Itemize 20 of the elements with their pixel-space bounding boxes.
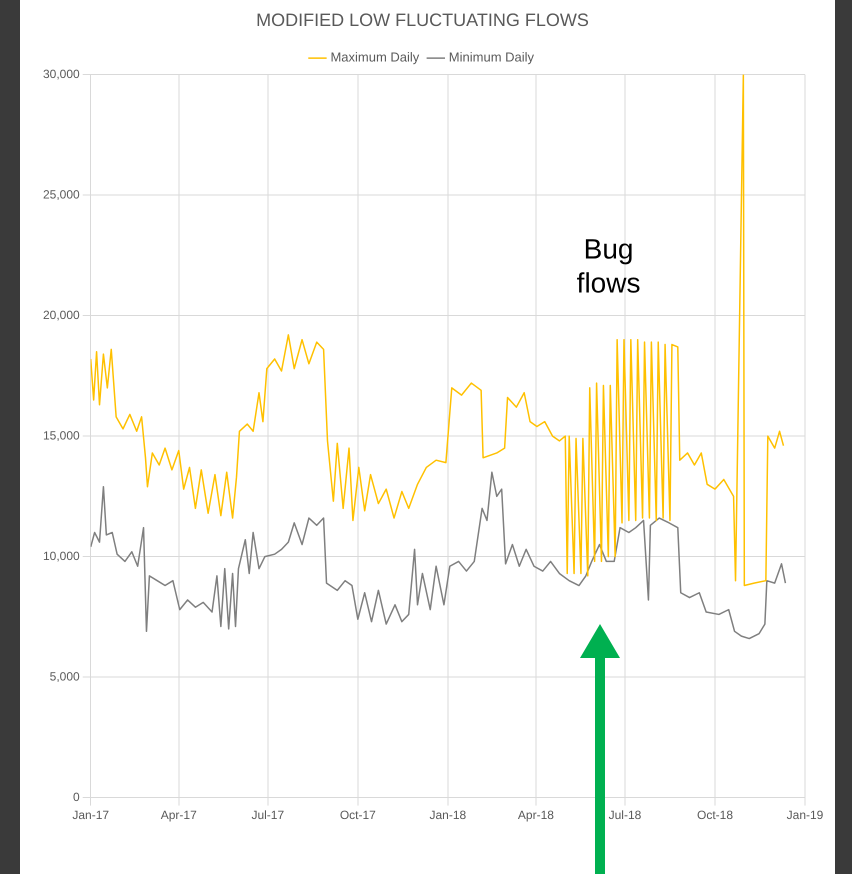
y-tick-label: 15,000 bbox=[43, 428, 80, 442]
chart-title: MODIFIED LOW FLUCTUATING FLOWS bbox=[256, 10, 589, 30]
x-tick-label: Apr-18 bbox=[518, 808, 554, 822]
y-tick-label: 5,000 bbox=[50, 669, 80, 684]
x-tick-label: Jan-18 bbox=[430, 808, 467, 822]
x-tick-label: Oct-18 bbox=[696, 808, 734, 822]
x-tick-label: Jul-17 bbox=[251, 808, 284, 822]
y-tick-label: 20,000 bbox=[43, 308, 80, 322]
y-tick-label: 0 bbox=[73, 790, 80, 804]
x-tick-label: Jan-17 bbox=[72, 808, 110, 822]
legend-label: Maximum Daily bbox=[330, 50, 420, 65]
y-tick-label: 30,000 bbox=[43, 66, 80, 81]
x-tick-label: Apr-17 bbox=[160, 808, 198, 822]
legend-label: Minimum Daily bbox=[448, 50, 535, 65]
annotation: Bug flows bbox=[576, 233, 640, 298]
y-tick-label: 10,000 bbox=[43, 548, 80, 563]
x-tick-label: Jan-19 bbox=[786, 808, 824, 822]
y-tick-label: 25,000 bbox=[43, 187, 80, 202]
x-tick-label: Oct-17 bbox=[340, 808, 376, 822]
x-tick-label: Jul-18 bbox=[608, 808, 642, 822]
